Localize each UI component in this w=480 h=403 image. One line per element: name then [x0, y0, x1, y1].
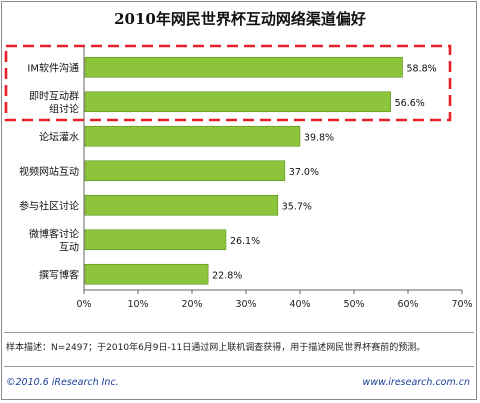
value-label: 22.8%: [212, 270, 242, 281]
website-link[interactable]: www.iresearch.com.cn: [362, 377, 470, 388]
divider-top: [4, 332, 474, 333]
category-label: 组讨论: [49, 102, 79, 115]
value-label: 39.8%: [304, 132, 334, 143]
category-label: 撰写博客: [39, 268, 79, 281]
x-tick-label: 20%: [181, 299, 202, 310]
value-label: 58.8%: [407, 63, 437, 74]
x-tick-label: 10%: [127, 299, 148, 310]
bar: [84, 263, 209, 285]
value-label: 26.1%: [230, 236, 260, 247]
value-label: 35.7%: [282, 201, 312, 212]
bar: [84, 91, 391, 113]
sample-note: 样本描述：N=2497；于2010年6月9日-11日通过网上联机调查获得，用于描…: [6, 343, 426, 353]
copyright: ©2010.6 iResearch Inc.: [6, 377, 119, 388]
category-label: 微博客讨论: [29, 227, 79, 240]
category-label: 论坛灌水: [39, 130, 79, 143]
bar: [84, 56, 403, 78]
value-label: 37.0%: [289, 167, 319, 178]
category-label: 互动: [59, 241, 79, 253]
category-label: IM软件沟通: [27, 61, 79, 74]
category-label: 参与社区讨论: [19, 199, 79, 212]
bar: [84, 160, 286, 182]
category-label: 即时互动群: [29, 89, 79, 102]
x-tick-label: 40%: [289, 299, 310, 310]
x-tick-label: 70%: [451, 299, 472, 310]
highlight-box: [4, 44, 452, 122]
value-label: 56.6%: [395, 98, 425, 109]
x-tick-label: 50%: [343, 299, 364, 310]
bar: [84, 194, 279, 216]
chart-title: 2010年网民世界杯互动网络渠道偏好: [114, 10, 366, 28]
x-tick-label: 60%: [397, 299, 418, 310]
category-label: 视频网站互动: [19, 165, 79, 178]
x-tick-label: 0%: [76, 299, 91, 310]
bar: [84, 229, 227, 251]
divider-bottom: [4, 366, 474, 367]
bar: [84, 125, 301, 147]
x-tick-label: 30%: [235, 299, 256, 310]
